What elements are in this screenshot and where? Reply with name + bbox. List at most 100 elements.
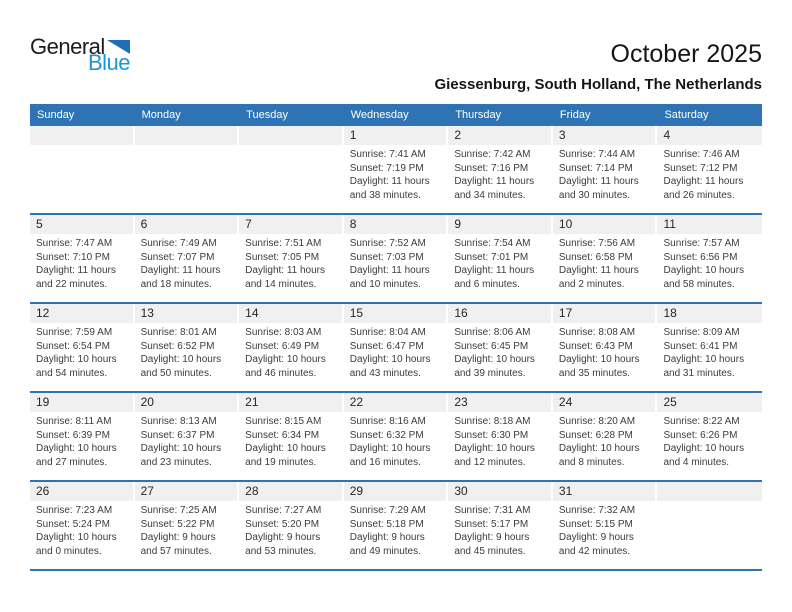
daylight-text-line2: and 30 minutes. (558, 189, 631, 201)
day-number: 2 (448, 126, 551, 145)
week-row: 5 Sunrise: 7:47 AM Sunset: 7:10 PM Daylight… (30, 215, 763, 304)
day-number: 11 (657, 215, 763, 234)
day-details: Sunrise: 8:03 AM Sunset: 6:49 PM Daylight:… (239, 323, 344, 380)
day-number: 13 (134, 304, 238, 323)
day-cell-23: 23 Sunrise: 8:18 AM Sunset: 6:30 PM Dayligh… (448, 393, 553, 480)
weekday-header-sunday: Sunday (37, 109, 75, 121)
daylight-text-line1: Daylight: 9 hours (558, 532, 634, 543)
daylight-text-line2: and 16 minutes. (349, 456, 421, 468)
sunset-text: Sunset: 6:58 PM (558, 251, 633, 263)
day-details: Sunrise: 7:46 AM Sunset: 7:12 PM Daylight:… (657, 145, 762, 202)
day-number: 15 (343, 304, 447, 323)
daylight-text-line1: Daylight: 11 hours (558, 176, 639, 187)
sunset-text: Sunset: 6:52 PM (140, 340, 215, 352)
daylight-text-line1: Daylight: 10 hours (663, 265, 745, 276)
daylight-text-line1: Daylight: 11 hours (454, 176, 535, 187)
day-details: Sunrise: 8:08 AM Sunset: 6:43 PM Daylight:… (553, 323, 658, 380)
day-details: Sunrise: 8:06 AM Sunset: 6:45 PM Daylight:… (448, 323, 553, 380)
day-details: Sunrise: 7:47 AM Sunset: 7:10 PM Daylight:… (30, 234, 135, 291)
day-cell-2: 2 Sunrise: 7:42 AM Sunset: 7:16 PM Daylight… (448, 126, 553, 213)
day-number: 4 (657, 126, 763, 145)
sunset-text: Sunset: 6:39 PM (36, 429, 110, 441)
day-number: 28 (239, 482, 342, 501)
day-number: 17 (552, 304, 656, 323)
daylight-text-line1: Daylight: 10 hours (349, 354, 431, 365)
day-cell-21: 21 Sunrise: 8:15 AM Sunset: 6:34 PM Dayligh… (239, 393, 344, 480)
day-number: 27 (134, 482, 238, 501)
sunset-text: Sunset: 5:17 PM (454, 518, 529, 530)
day-cell-28: 28 Sunrise: 7:27 AM Sunset: 5:20 PM Dayligh… (239, 482, 344, 569)
sunset-text: Sunset: 6:54 PM (36, 340, 110, 352)
logo-triangle-icon (106, 40, 130, 54)
daylight-text-line2: and 43 minutes. (349, 367, 421, 379)
daylight-text-line1: Daylight: 9 hours (140, 532, 216, 543)
daylight-text-line1: Daylight: 10 hours (140, 354, 222, 365)
sunrise-text: Sunrise: 7:52 AM (349, 238, 426, 249)
daylight-text-line2: and 54 minutes. (36, 367, 108, 379)
weekday-header-monday: Monday (141, 109, 181, 121)
day-cell-6: 6 Sunrise: 7:49 AM Sunset: 7:07 PM Daylight… (134, 215, 240, 302)
daylight-text-line1: Daylight: 11 hours (245, 265, 326, 276)
daylight-text-line1: Daylight: 10 hours (140, 443, 222, 454)
daylight-text-line2: and 53 minutes. (245, 545, 317, 557)
day-details: Sunrise: 8:22 AM Sunset: 6:26 PM Daylight:… (657, 412, 762, 469)
daylight-text-line2: and 35 minutes. (558, 367, 631, 379)
sunrise-text: Sunrise: 8:08 AM (558, 327, 636, 338)
day-details: Sunrise: 8:20 AM Sunset: 6:28 PM Daylight:… (553, 412, 658, 469)
sunset-text: Sunset: 6:34 PM (245, 429, 320, 441)
day-cell-24: 24 Sunrise: 8:20 AM Sunset: 6:28 PM Dayligh… (552, 393, 658, 480)
day-cell-19: 19 Sunrise: 8:11 AM Sunset: 6:39 PM Dayligh… (30, 393, 135, 480)
sunset-text: Sunset: 5:15 PM (558, 518, 633, 530)
daylight-text-line1: Daylight: 10 hours (36, 443, 117, 454)
day-details: Sunrise: 7:54 AM Sunset: 7:01 PM Daylight:… (448, 234, 553, 291)
sunset-text: Sunset: 6:37 PM (140, 429, 215, 441)
day-details: Sunrise: 7:49 AM Sunset: 7:07 PM Daylight:… (135, 234, 240, 291)
sunrise-text: Sunrise: 7:27 AM (245, 505, 322, 516)
weekday-header-tuesday: Tuesday (246, 109, 288, 121)
day-number: 5 (30, 215, 133, 234)
daylight-text-line2: and 10 minutes. (349, 278, 421, 290)
day-cell-26: 26 Sunrise: 7:23 AM Sunset: 5:24 PM Dayligh… (30, 482, 135, 569)
day-cell-25: 25 Sunrise: 8:22 AM Sunset: 6:26 PM Dayligh… (657, 393, 763, 480)
day-cell-16: 16 Sunrise: 8:06 AM Sunset: 6:45 PM Dayligh… (448, 304, 553, 391)
day-number: 10 (552, 215, 656, 234)
sunset-text: Sunset: 7:03 PM (349, 251, 424, 263)
daylight-text-line2: and 39 minutes. (454, 367, 526, 379)
daylight-text-line1: Daylight: 10 hours (663, 354, 745, 365)
daylight-text-line1: Daylight: 10 hours (454, 443, 535, 454)
sunset-text: Sunset: 6:43 PM (558, 340, 633, 352)
day-number: 21 (239, 393, 342, 412)
weekday-header-saturday: Saturday (664, 109, 709, 121)
daylight-text-line2: and 57 minutes. (140, 545, 212, 557)
sunset-text: Sunset: 7:07 PM (140, 251, 215, 263)
daylight-text-line2: and 49 minutes. (349, 545, 421, 557)
daylight-text-line2: and 23 minutes. (140, 456, 212, 468)
day-cell-12: 12 Sunrise: 7:59 AM Sunset: 6:54 PM Dayligh… (30, 304, 135, 391)
week-row: 26 Sunrise: 7:23 AM Sunset: 5:24 PM Dayligh… (30, 482, 763, 571)
logo-top-row: General (30, 36, 140, 58)
day-cell-4: 4 Sunrise: 7:46 AM Sunset: 7:12 PM Daylight… (657, 126, 763, 213)
sunset-text: Sunset: 7:14 PM (558, 162, 633, 174)
day-cell-18: 18 Sunrise: 8:09 AM Sunset: 6:41 PM Dayligh… (657, 304, 763, 391)
daylight-text-line2: and 14 minutes. (245, 278, 317, 290)
day-number: 23 (448, 393, 551, 412)
daylight-text-line1: Daylight: 11 hours (349, 265, 430, 276)
day-details: Sunrise: 7:29 AM Sunset: 5:18 PM Daylight:… (344, 501, 449, 558)
sunset-text: Sunset: 6:56 PM (663, 251, 738, 263)
day-cell-29: 29 Sunrise: 7:29 AM Sunset: 5:18 PM Dayligh… (343, 482, 449, 569)
sunrise-text: Sunrise: 7:46 AM (663, 149, 740, 160)
daylight-text-line1: Daylight: 10 hours (36, 532, 117, 543)
day-details: Sunrise: 7:44 AM Sunset: 7:14 PM Daylight:… (553, 145, 658, 202)
daylight-text-line1: Daylight: 10 hours (558, 354, 640, 365)
day-details: Sunrise: 7:52 AM Sunset: 7:03 PM Daylight:… (344, 234, 449, 291)
sunset-text: Sunset: 5:18 PM (349, 518, 424, 530)
daylight-text-line2: and 38 minutes. (349, 189, 421, 201)
sunrise-text: Sunrise: 7:41 AM (349, 149, 426, 160)
title-block: October 2025 Giessenburg, South Holland,… (434, 40, 762, 93)
daylight-text-line2: and 4 minutes. (663, 456, 730, 468)
sunset-text: Sunset: 6:28 PM (558, 429, 633, 441)
weekday-header-wednesday: Wednesday (350, 109, 409, 121)
daylight-text-line2: and 45 minutes. (454, 545, 526, 557)
sunset-text: Sunset: 6:30 PM (454, 429, 529, 441)
day-number: 9 (448, 215, 551, 234)
